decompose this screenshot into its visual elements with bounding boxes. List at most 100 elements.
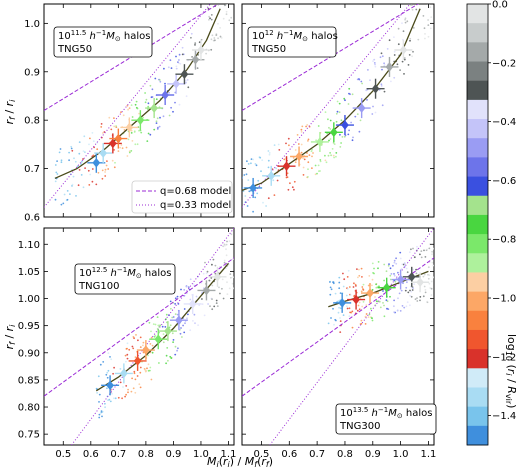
scatter-dot bbox=[155, 120, 158, 123]
binned-point bbox=[188, 299, 197, 309]
scatter-dot bbox=[136, 375, 139, 377]
scatter-dot bbox=[429, 287, 432, 289]
y-tick-label: 0.80 bbox=[18, 403, 40, 414]
scatter-dot bbox=[349, 93, 351, 96]
scatter-dot bbox=[56, 173, 59, 175]
binned-point bbox=[150, 103, 158, 113]
scatter-dot bbox=[58, 151, 61, 154]
model-line-q068 bbox=[242, 4, 419, 111]
scatter-dot bbox=[115, 125, 117, 127]
scatter-dot bbox=[381, 68, 383, 71]
scatter-dot bbox=[156, 316, 159, 318]
scatter-dot bbox=[111, 159, 114, 162]
colorbar-tick-label: 0.0 bbox=[492, 0, 508, 11]
scatter-dot bbox=[134, 378, 137, 381]
scatter-dot bbox=[149, 84, 152, 87]
scatter-dot bbox=[194, 42, 197, 44]
scatter-dot bbox=[289, 182, 291, 185]
scatter-dot bbox=[383, 315, 386, 318]
scatter-dot bbox=[113, 125, 116, 128]
panel-label-1: 1012 h−1M⊙ halos TNG50 bbox=[247, 26, 338, 58]
scatter-dot bbox=[362, 283, 365, 286]
scatter-dot bbox=[405, 267, 408, 270]
scatter-dot bbox=[252, 158, 255, 161]
scatter-dot bbox=[420, 256, 423, 259]
scatter-dot bbox=[169, 324, 172, 327]
scatter-dot bbox=[101, 410, 104, 413]
colorbar-frame bbox=[466, 3, 489, 446]
scatter-dot bbox=[175, 65, 178, 68]
scatter-dot bbox=[350, 121, 352, 124]
scatter-dot bbox=[379, 56, 382, 59]
scatter-dot bbox=[361, 286, 364, 288]
scatter-dot bbox=[371, 317, 373, 320]
scatter-dot bbox=[268, 153, 271, 156]
scatter-dot bbox=[232, 276, 234, 279]
scatter-dot bbox=[147, 363, 150, 366]
scatter-dot bbox=[217, 22, 219, 25]
scatter-dot bbox=[368, 275, 371, 277]
scatter-dot bbox=[60, 161, 63, 164]
scatter-dot bbox=[214, 264, 217, 267]
x-tick-label: 0.9 bbox=[165, 449, 181, 460]
scatter-dot bbox=[293, 188, 295, 191]
scatter-dot bbox=[404, 17, 407, 20]
scatter-dot bbox=[365, 315, 367, 318]
scatter-dot bbox=[362, 288, 364, 290]
colorbar-segment bbox=[467, 425, 488, 446]
scatter-dot bbox=[66, 198, 69, 201]
scatter-dot bbox=[413, 283, 416, 286]
model-line-q068 bbox=[44, 257, 234, 397]
scatter-dot bbox=[56, 160, 58, 163]
scatter-dot bbox=[403, 73, 405, 75]
scatter-dot bbox=[342, 314, 345, 316]
scatter-dot bbox=[176, 349, 179, 352]
scatter-dot bbox=[402, 30, 405, 33]
scatter-dot bbox=[100, 123, 103, 125]
scatter-dot bbox=[184, 322, 186, 325]
scatter-dot bbox=[365, 89, 368, 92]
scatter-dot bbox=[126, 357, 129, 360]
scatter-dot bbox=[221, 287, 223, 290]
scatter-dot bbox=[157, 126, 159, 129]
scatter-cloud-3 bbox=[327, 243, 434, 333]
legend: q=0.68 model q=0.33 model bbox=[131, 180, 233, 214]
panel-label-2: 1012.5 h−1M⊙ halos TNG100 bbox=[74, 263, 176, 295]
scatter-dot bbox=[416, 300, 419, 302]
colorbar-segment bbox=[467, 138, 488, 158]
scatter-dot bbox=[252, 210, 255, 213]
scatter-dot bbox=[156, 117, 159, 120]
scatter-dot bbox=[250, 158, 253, 161]
scatter-dot bbox=[211, 308, 214, 311]
colorbar-tick-label: −0.2 bbox=[492, 58, 516, 69]
scatter-dot bbox=[208, 15, 211, 18]
scatter-dot bbox=[287, 137, 290, 140]
colorbar-tick-label: −1.0 bbox=[492, 294, 516, 305]
scatter-dot bbox=[412, 247, 414, 250]
scatter-dot bbox=[276, 179, 279, 182]
binned-point bbox=[396, 274, 405, 285]
scatter-dot bbox=[283, 158, 286, 161]
scatter-dot bbox=[409, 4, 412, 6]
scatter-dot bbox=[71, 149, 74, 152]
scatter-dot bbox=[135, 100, 138, 103]
scatter-dot bbox=[371, 262, 374, 265]
panel-label-0: 1011.5 h−1M⊙ halos TNG50 bbox=[53, 26, 153, 58]
scatter-dot bbox=[256, 192, 259, 195]
scatter-dot bbox=[213, 37, 216, 39]
scatter-dot bbox=[360, 80, 363, 83]
scatter-dot bbox=[198, 304, 201, 307]
scatter-dot bbox=[360, 290, 363, 293]
scatter-dot bbox=[431, 250, 433, 253]
scatter-dot bbox=[307, 138, 310, 141]
scatter-dot bbox=[114, 397, 117, 400]
scatter-dot bbox=[352, 136, 354, 139]
model-line-q033 bbox=[242, 4, 411, 208]
scatter-dot bbox=[172, 316, 175, 318]
scatter-dot bbox=[153, 128, 156, 131]
scatter-dot bbox=[311, 148, 313, 151]
binned-point bbox=[357, 103, 366, 113]
scatter-dot bbox=[166, 347, 169, 349]
binned-point bbox=[267, 171, 276, 181]
scatter-dot bbox=[140, 131, 143, 134]
